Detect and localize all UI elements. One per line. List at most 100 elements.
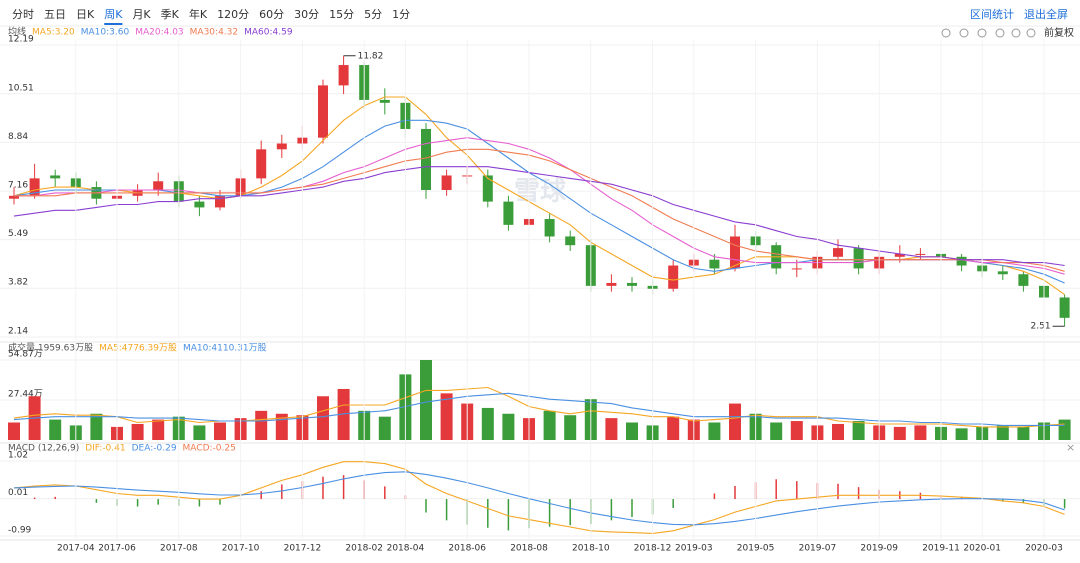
volume-bar bbox=[255, 410, 268, 440]
y-tick-label: 8.84 bbox=[8, 132, 28, 142]
candle-body bbox=[9, 195, 19, 199]
annotation: 2.51 bbox=[1031, 322, 1051, 332]
x-tick-label: 2019-09 bbox=[860, 544, 898, 554]
x-tick-label: 2020-01 bbox=[963, 544, 1001, 554]
y-tick-label: 2.14 bbox=[8, 327, 28, 337]
volume-bar bbox=[378, 416, 391, 440]
volume-bar bbox=[893, 426, 906, 440]
period-tab[interactable]: 季K bbox=[161, 8, 180, 21]
volume-bar bbox=[90, 413, 103, 440]
annotation: 11.82 bbox=[358, 51, 384, 61]
tool-icon[interactable] bbox=[959, 28, 969, 38]
period-tab[interactable]: 1分 bbox=[392, 8, 410, 21]
toolbar-action[interactable]: 退出全屏 bbox=[1024, 7, 1068, 21]
legend-entry: MA10:3.60 bbox=[81, 28, 130, 38]
watermark: 雪球 bbox=[514, 177, 567, 207]
y-tick-label: 3.82 bbox=[8, 278, 28, 288]
period-tab[interactable]: 分时 bbox=[12, 8, 34, 21]
volume-bar bbox=[564, 415, 577, 440]
toolbar-action[interactable]: 区间统计 bbox=[970, 8, 1014, 21]
tool-icon[interactable] bbox=[977, 28, 987, 38]
volume-bar bbox=[1017, 426, 1030, 440]
x-tick-label: 2019-05 bbox=[737, 544, 775, 554]
volume-bar bbox=[543, 410, 556, 440]
chart-tools[interactable] bbox=[941, 28, 1036, 38]
candle-body bbox=[50, 175, 61, 179]
volume-bar bbox=[832, 423, 844, 440]
legend-entry: MA10:4110.31万股 bbox=[183, 343, 267, 354]
candle-body bbox=[997, 271, 1008, 275]
candle-body bbox=[668, 265, 679, 289]
candle-body bbox=[153, 181, 164, 190]
y-tick-label: 10.51 bbox=[8, 83, 34, 93]
line-series bbox=[13, 392, 1065, 426]
candle-body bbox=[441, 175, 452, 190]
candle-body bbox=[1018, 274, 1029, 286]
volume-bar bbox=[770, 422, 783, 440]
candle-body bbox=[503, 201, 514, 225]
restore-mode[interactable]: 前复权 bbox=[1044, 26, 1074, 39]
candle-body bbox=[853, 248, 864, 269]
volume-bar bbox=[49, 419, 62, 440]
period-tab[interactable]: 周K bbox=[104, 8, 123, 21]
line-series bbox=[13, 166, 1065, 267]
tool-icon[interactable] bbox=[1026, 28, 1036, 38]
volume-bar bbox=[481, 407, 494, 440]
tool-icon[interactable] bbox=[1011, 28, 1021, 38]
candle-body bbox=[338, 65, 349, 86]
candle-body bbox=[256, 149, 267, 179]
close-icon[interactable]: × bbox=[1066, 441, 1075, 454]
candle-body bbox=[318, 85, 328, 138]
y-tick-label: 1.02 bbox=[8, 451, 28, 461]
legend-entry: MA30:4.32 bbox=[190, 28, 238, 38]
x-tick-label: 2018-06 bbox=[448, 544, 486, 554]
period-tab[interactable]: 五日 bbox=[44, 8, 66, 21]
candle-body bbox=[730, 236, 740, 269]
candle-body bbox=[894, 253, 905, 257]
volume-bar bbox=[440, 393, 453, 440]
candle-body bbox=[956, 256, 967, 266]
x-tick-label: 2018-04 bbox=[387, 544, 425, 554]
volume-bar bbox=[502, 413, 515, 440]
legend-entry: 均线 bbox=[8, 26, 26, 38]
candle-body bbox=[627, 282, 637, 286]
period-tab[interactable]: 15分 bbox=[329, 8, 354, 21]
volume-bar bbox=[152, 419, 165, 440]
candle-body bbox=[709, 259, 720, 269]
volume-bar bbox=[667, 416, 680, 440]
period-tab[interactable]: 30分 bbox=[294, 8, 319, 21]
candle-body bbox=[276, 143, 287, 150]
volume-bar bbox=[955, 428, 968, 440]
x-tick-label: 2019-03 bbox=[675, 544, 713, 554]
tool-icon[interactable] bbox=[941, 28, 951, 38]
legend-entry: MA60:4.59 bbox=[244, 28, 293, 38]
y-tick-label: 0.01 bbox=[8, 488, 28, 498]
x-tick-label: 2018-12 bbox=[634, 544, 672, 554]
y-tick-label: 27.44万 bbox=[8, 389, 43, 399]
candle-body bbox=[215, 195, 225, 208]
period-tab[interactable]: 月K bbox=[132, 8, 151, 21]
line-series bbox=[13, 386, 1065, 428]
candle-body bbox=[833, 248, 843, 257]
period-tab[interactable]: 5分 bbox=[364, 8, 382, 21]
volume-bar bbox=[214, 422, 226, 440]
tool-icon[interactable] bbox=[995, 28, 1005, 38]
period-tab[interactable]: 年K bbox=[189, 7, 208, 21]
x-tick-label: 2018-10 bbox=[572, 544, 610, 554]
volume-bar bbox=[8, 422, 20, 440]
x-tick-label: 2018-08 bbox=[510, 544, 548, 554]
volume-bar bbox=[626, 422, 638, 440]
y-tick-label: -0.99 bbox=[8, 526, 32, 536]
volume-bar bbox=[605, 418, 618, 440]
candle-body bbox=[421, 128, 431, 190]
candle-body bbox=[1059, 297, 1070, 318]
x-tick-label: 2017-08 bbox=[160, 544, 198, 554]
volume-bar bbox=[852, 421, 865, 440]
period-tab[interactable]: 日K bbox=[76, 8, 95, 21]
candle-body bbox=[606, 282, 617, 286]
line-series bbox=[13, 461, 1065, 534]
period-tab[interactable]: 120分 bbox=[217, 8, 249, 21]
period-tab[interactable]: 60分 bbox=[259, 8, 284, 21]
x-tick-label: 2018-02 bbox=[345, 544, 383, 554]
